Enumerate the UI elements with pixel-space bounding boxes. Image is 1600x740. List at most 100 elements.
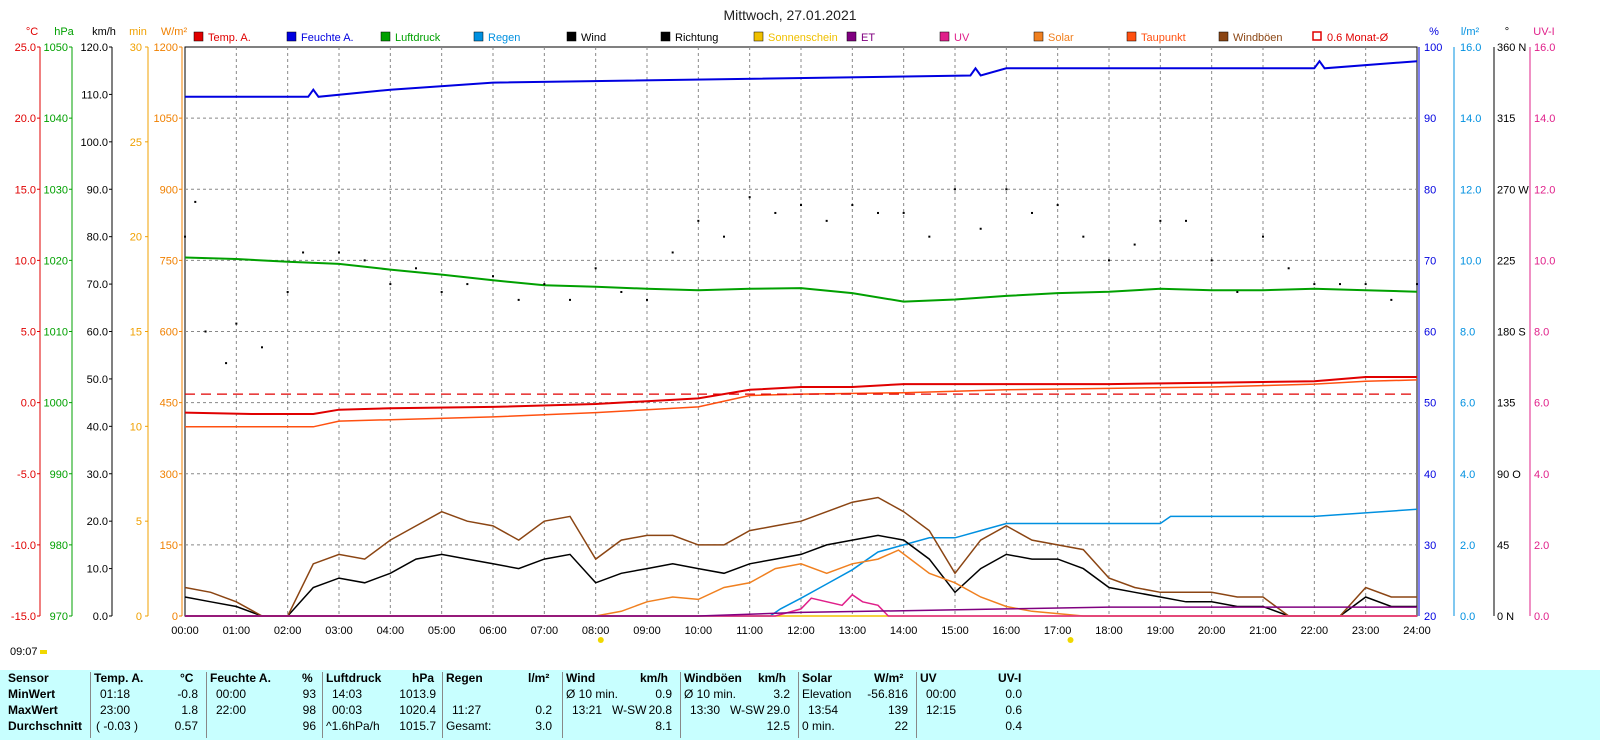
stats-header-temp: Temp. A. [94, 671, 144, 685]
axis-tick-label: 6.0 [1534, 398, 1549, 410]
data-point [748, 196, 751, 199]
data-point [184, 235, 186, 238]
data-point [569, 298, 571, 301]
axis-tick-label: -15.0 [11, 611, 36, 623]
series-line [185, 508, 1418, 617]
stats-hum-value: 98 [302, 703, 316, 717]
stats-header-wind-unit: km/h [640, 671, 669, 685]
legend-item-wind: Wind [566, 31, 606, 44]
axis-tick-label: 150 [160, 540, 178, 552]
stats-hum-time: 22:00 [216, 703, 247, 717]
stats-uv-value: 0.0 [1005, 687, 1022, 701]
legend: Temp. A. Feuchte A. Luftdruck Regen Wind Rich… [193, 31, 1389, 44]
legend-label: Solar [1048, 32, 1074, 44]
data-point [338, 251, 340, 254]
axis-tick-label: 110.0 [81, 89, 108, 101]
legend-label: ET [861, 32, 875, 44]
axis-tick-label: 20 [1424, 611, 1436, 623]
axis-tick-label: 1200 [154, 42, 178, 54]
x-tick-label: 10:00 [685, 625, 713, 637]
stats-row-label: MaxWert [8, 703, 58, 717]
stats-rain-value: 0.2 [535, 703, 552, 717]
axis-tick-label: 5.0 [21, 327, 36, 339]
data-point [1056, 204, 1059, 207]
x-tick-label: 19:00 [1147, 625, 1175, 637]
axis-c: °C 25.0 20.0 15.0 10.0 5.0 0.0 -5.0 -10.0 -15.0 [11, 26, 41, 623]
series-et [185, 606, 1417, 617]
series-line [184, 376, 1417, 415]
stats-solar-value: 139 [887, 703, 908, 717]
series-regen [185, 508, 1418, 617]
stats-row-label: MinWert [8, 687, 56, 701]
axis-tick-label: 30 [1424, 540, 1436, 552]
axis-tick-label: 300 [160, 469, 178, 481]
data-point [723, 235, 725, 238]
axis-tick-label: 270 W [1497, 184, 1529, 196]
axis-tick-label: 10.0 [15, 255, 36, 267]
x-tick-label: 24:00 [1403, 625, 1431, 637]
stats-rain-time: 11:27 [452, 703, 482, 717]
stats-header-rain-unit: l/m² [528, 671, 550, 685]
stats-gust-direction: W-SW [730, 703, 765, 717]
weather-chart: Mittwoch, 27.01.2021 °C 25.0 20.0 15.0 10.0 5… [10, 7, 1556, 658]
stats-wind-value: 20.8 [648, 703, 672, 717]
data-point [671, 251, 674, 254]
legend-label: UV [954, 32, 970, 44]
series-line [184, 256, 1418, 303]
stats-header-uv: UV [920, 671, 937, 685]
axis-tick-label: 2.0 [1534, 540, 1549, 552]
stats-press-value: 1013.9 [399, 687, 436, 701]
stats-temp-value: -0.8 [177, 687, 198, 701]
data-point [902, 211, 905, 214]
axis-tick-label: 0 N [1497, 611, 1514, 623]
stats-gust-label: Ø 10 min. [684, 687, 737, 701]
legend-swatch [753, 31, 764, 42]
statistics-panel: Sensor Temp. A. °C Feuchte A. % Luftdruc… [0, 670, 1600, 740]
axis-tick-label: 0.0 [21, 398, 36, 410]
axis-unit-label: min [129, 26, 147, 38]
axis-tick-label: 0.0 [1460, 611, 1475, 623]
axis-tick-label: -10.0 [11, 540, 36, 552]
time-marker [40, 650, 47, 654]
axis-tick-label: 0 [136, 611, 142, 623]
legend-label: Taupunkt [1141, 32, 1186, 44]
stats-header-sensor: Sensor [8, 671, 49, 685]
stats-uv-value: 0.4 [1005, 719, 1022, 733]
axis-tick-label: 1050 [154, 113, 178, 125]
stats-header-gust-unit: km/h [758, 671, 787, 685]
legend-label: Luftdruck [395, 32, 441, 44]
axis-tick-label: 0.0 [93, 611, 108, 623]
series-layer [184, 59, 1418, 617]
stats-solar-value: 22 [894, 719, 908, 733]
x-tick-label: 12:00 [787, 625, 815, 637]
axis-tick-label: 45 [1497, 540, 1509, 552]
series-line [185, 606, 1417, 617]
data-point [1339, 283, 1341, 286]
x-tick-label: 22:00 [1301, 625, 1329, 637]
axis-tick-label: 10.0 [1460, 255, 1481, 267]
x-tick-label: 06:00 [479, 625, 507, 637]
axis-tick-label: 25 [130, 137, 142, 149]
axis-tick-label: 20 [130, 232, 142, 244]
x-tick-label: 15:00 [941, 625, 969, 637]
axis-unit-label: W/m² [161, 26, 188, 38]
axis-tick-label: 4.0 [1534, 469, 1549, 481]
legend-swatch [380, 31, 391, 42]
stats-gust-value: 12.5 [766, 719, 790, 733]
legend-swatch [193, 31, 204, 42]
data-point [415, 267, 417, 270]
axis-tick-label: 50 [1424, 398, 1436, 410]
axis-tick-label: 0.0 [1534, 611, 1549, 623]
legend-item-regen: Regen [473, 31, 520, 44]
x-tick-label: 00:00 [171, 625, 199, 637]
axis-tick-label: 600 [160, 327, 178, 339]
axis-tick-label: 1000 [44, 398, 68, 410]
x-tick-label: 05:00 [428, 625, 456, 637]
legend-item-0-6-monat: 0.6 Monat-Ø [1312, 31, 1389, 44]
x-tick-label: 08:00 [582, 625, 610, 637]
series-wind [184, 534, 1417, 617]
axis-tick-label: 16.0 [1534, 42, 1555, 54]
legend-item-solar: Solar [1033, 31, 1074, 44]
axis-unit-label: l/m² [1461, 26, 1480, 38]
data-point [1364, 283, 1367, 286]
